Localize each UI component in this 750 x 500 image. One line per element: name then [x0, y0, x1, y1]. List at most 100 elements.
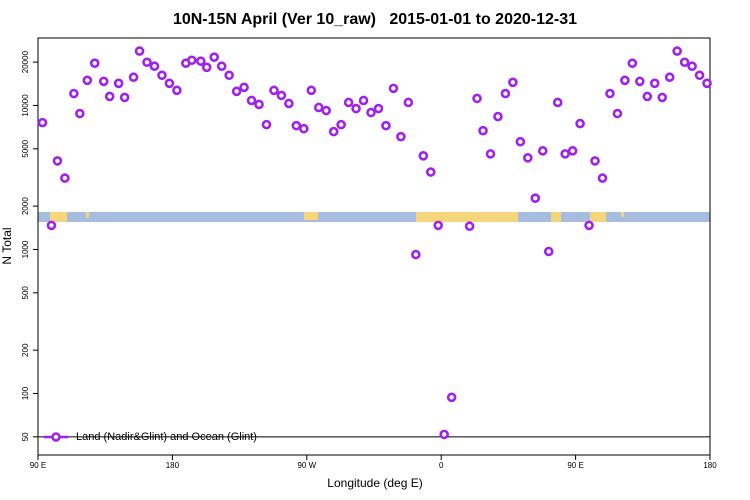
- land-patch: [416, 212, 518, 222]
- y-tick-label: 50: [21, 432, 30, 441]
- point: [299, 123, 309, 134]
- point: [584, 220, 594, 231]
- point: [464, 221, 475, 232]
- ocean-band: [38, 212, 710, 222]
- point: [351, 103, 361, 114]
- point: [446, 392, 457, 403]
- point: [657, 92, 668, 103]
- land-strip: [38, 212, 710, 222]
- y-tick-label: 2000: [21, 197, 30, 215]
- point: [128, 72, 139, 83]
- point: [224, 70, 234, 81]
- point: [620, 75, 630, 86]
- point: [216, 61, 227, 72]
- legend-label: Land (Nadir&Glint) and Ocean (Glint): [76, 431, 257, 443]
- y-tick-label: 1000: [21, 240, 30, 258]
- point: [246, 95, 257, 106]
- point: [694, 70, 705, 81]
- point: [142, 57, 152, 68]
- x-tick-label: 180: [703, 461, 717, 470]
- point: [172, 85, 182, 96]
- point: [672, 46, 682, 56]
- point: [89, 58, 100, 69]
- point: [119, 92, 130, 103]
- point: [687, 61, 697, 72]
- point: [75, 108, 85, 119]
- x-tick-label: 180: [166, 461, 180, 470]
- land-patch: [590, 212, 606, 222]
- point: [388, 83, 399, 94]
- y-tick-label: 5000: [21, 139, 30, 157]
- point: [157, 70, 167, 81]
- y-axis-label: N Total: [0, 227, 14, 264]
- point: [69, 88, 79, 99]
- point: [104, 91, 115, 102]
- point: [366, 107, 376, 118]
- y-tick-label: 100: [21, 386, 30, 400]
- point: [605, 88, 615, 99]
- point: [543, 246, 554, 257]
- point: [411, 249, 421, 260]
- point: [261, 119, 272, 130]
- point: [98, 76, 109, 87]
- point: [567, 146, 578, 156]
- point: [597, 173, 608, 183]
- point: [560, 149, 570, 159]
- legend-marker: [51, 432, 61, 442]
- point: [201, 62, 212, 73]
- point: [552, 97, 563, 108]
- point: [328, 126, 339, 137]
- point: [418, 151, 429, 161]
- x-tick-label: 0: [439, 461, 444, 470]
- point: [493, 111, 503, 122]
- point: [515, 136, 526, 147]
- point: [403, 97, 414, 108]
- point: [590, 156, 600, 166]
- point: [134, 46, 145, 56]
- point: [433, 220, 444, 231]
- y-tick-label: 200: [21, 343, 30, 357]
- point: [500, 88, 511, 99]
- point: [195, 56, 206, 66]
- point: [82, 75, 93, 86]
- point: [508, 77, 518, 88]
- point: [37, 117, 48, 128]
- point: [149, 61, 160, 72]
- point: [664, 72, 675, 83]
- land-patch: [304, 212, 318, 220]
- point: [530, 193, 541, 203]
- land-patch: [551, 212, 561, 222]
- point: [649, 78, 660, 89]
- point: [276, 90, 287, 101]
- point: [306, 85, 317, 96]
- point: [627, 58, 638, 69]
- point: [702, 78, 712, 89]
- point: [679, 57, 690, 68]
- point: [209, 52, 220, 62]
- point: [336, 119, 346, 130]
- y-tick-label: 10000: [21, 94, 30, 117]
- point: [472, 93, 482, 104]
- point: [313, 102, 324, 113]
- point: [439, 429, 449, 440]
- point: [269, 85, 279, 96]
- point: [635, 76, 645, 87]
- x-tick-label: 90 W: [297, 461, 316, 470]
- point: [254, 99, 264, 110]
- point: [113, 78, 124, 89]
- chart-title: 10N-15N April (Ver 10_raw) 2015-01-01 to…: [173, 11, 577, 28]
- point: [343, 97, 354, 108]
- point: [239, 82, 249, 93]
- point: [321, 105, 332, 116]
- x-axis-label: Longitude (deg E): [327, 476, 422, 490]
- y-tick-label: 20000: [21, 50, 30, 73]
- point: [425, 167, 436, 177]
- x-tick-label: 90 E: [567, 461, 583, 470]
- point: [381, 120, 391, 131]
- land-patch: [621, 212, 624, 217]
- point: [373, 103, 384, 114]
- point: [537, 146, 548, 156]
- point: [642, 91, 653, 102]
